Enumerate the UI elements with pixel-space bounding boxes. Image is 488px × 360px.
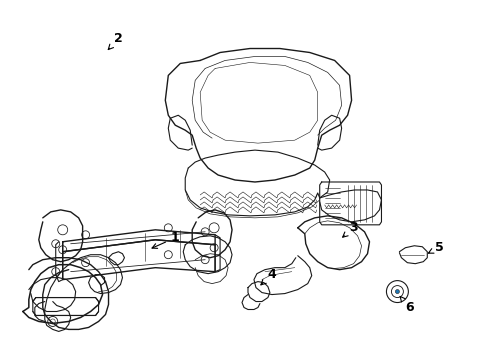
Text: 3: 3: [342, 221, 357, 237]
Circle shape: [395, 289, 399, 293]
Text: 4: 4: [261, 268, 276, 285]
Text: 5: 5: [427, 241, 443, 254]
Text: 2: 2: [108, 32, 122, 50]
Text: 1: 1: [152, 231, 179, 248]
Text: 6: 6: [399, 296, 413, 314]
